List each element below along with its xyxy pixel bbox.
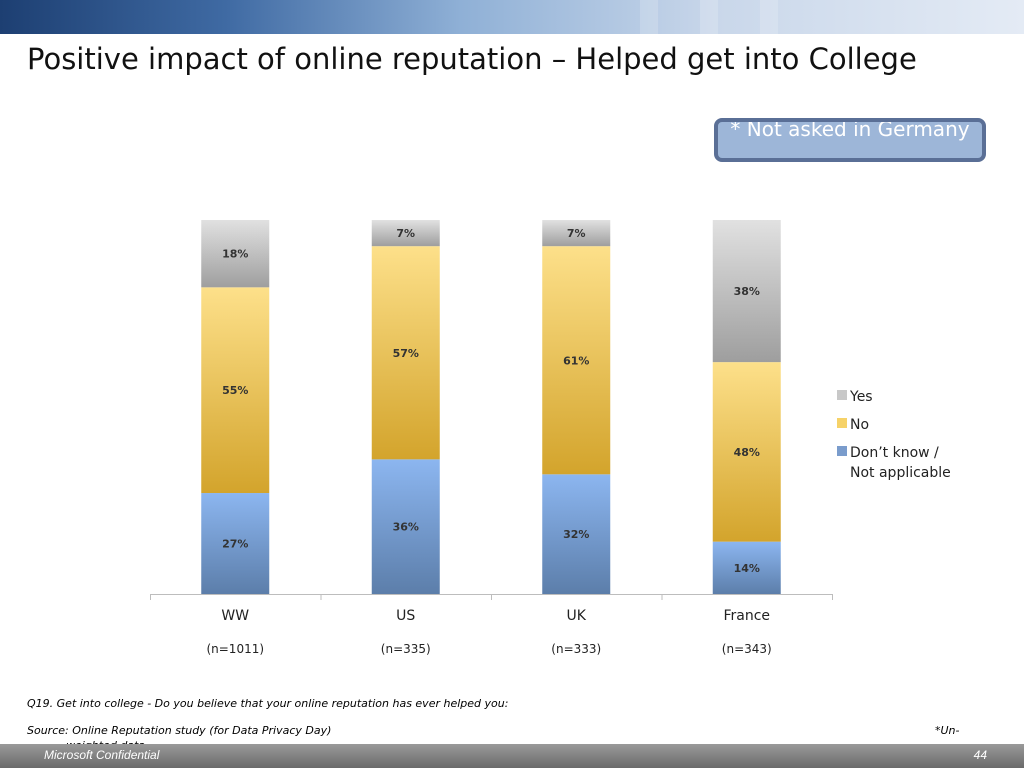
bar-segment <box>201 220 270 288</box>
banner-stripe <box>640 0 658 34</box>
sample-size-label: (n=1011) <box>206 642 264 656</box>
x-tick-label: WW <box>221 608 249 624</box>
x-tick-label: UK <box>567 608 587 624</box>
footer-bar: Microsoft Confidential 44 <box>0 744 1024 768</box>
bar-segment <box>542 220 611 247</box>
data-label: 36% <box>393 521 419 534</box>
bar-segment <box>542 246 611 475</box>
sample-size-label: (n=343) <box>722 642 772 656</box>
slide-title: Positive impact of online reputation – H… <box>27 42 917 76</box>
unweighted-note: *Un- <box>935 724 960 737</box>
legend-swatch <box>837 446 847 456</box>
x-tick-label: US <box>396 608 415 624</box>
bar-segment <box>371 220 440 247</box>
data-label: 55% <box>222 384 248 397</box>
data-label: 61% <box>563 354 589 367</box>
data-label: 38% <box>734 285 760 298</box>
bar-segment <box>201 287 270 494</box>
page-number: 44 <box>973 748 987 762</box>
banner-stripe <box>700 0 718 34</box>
bar-segment <box>371 459 440 594</box>
data-label: 57% <box>393 347 419 360</box>
header-banner <box>0 0 1024 34</box>
data-label: 27% <box>222 538 248 551</box>
legend-swatch <box>837 418 847 428</box>
bar-segment <box>712 220 781 363</box>
bar-segment <box>371 246 440 460</box>
banner-stripe <box>760 0 778 34</box>
legend-label: Not applicable <box>850 465 951 481</box>
data-label: 14% <box>734 562 760 575</box>
data-label: 18% <box>222 248 248 261</box>
confidential-label: Microsoft Confidential <box>44 748 160 762</box>
germany-note-box: * Not asked in Germany <box>714 118 986 162</box>
sample-size-label: (n=335) <box>381 642 431 656</box>
bar-segment <box>712 362 781 542</box>
bar-segment <box>542 474 611 594</box>
germany-note-text: * Not asked in Germany <box>730 118 970 141</box>
stacked-bar-chart: 27% 55% 18% WW (n=1011) 36% 57% 7% US (n=335) 32% 6… <box>150 220 951 656</box>
x-tick-label: France <box>723 608 770 624</box>
legend-swatch <box>837 390 847 400</box>
data-label: 7% <box>396 227 415 240</box>
question-text: Q19. Get into college - Do you believe t… <box>27 697 509 710</box>
legend-label: No <box>850 417 869 433</box>
bar-segment <box>712 541 781 594</box>
legend-label: Yes <box>849 389 873 405</box>
data-label: 32% <box>563 528 589 541</box>
sample-size-label: (n=333) <box>551 642 601 656</box>
source-text: Source: Online Reputation study (for Dat… <box>27 724 332 737</box>
bar-segment <box>201 493 270 594</box>
legend-label: Don’t know / <box>850 445 939 461</box>
data-label: 7% <box>567 227 586 240</box>
data-label: 48% <box>734 446 760 459</box>
